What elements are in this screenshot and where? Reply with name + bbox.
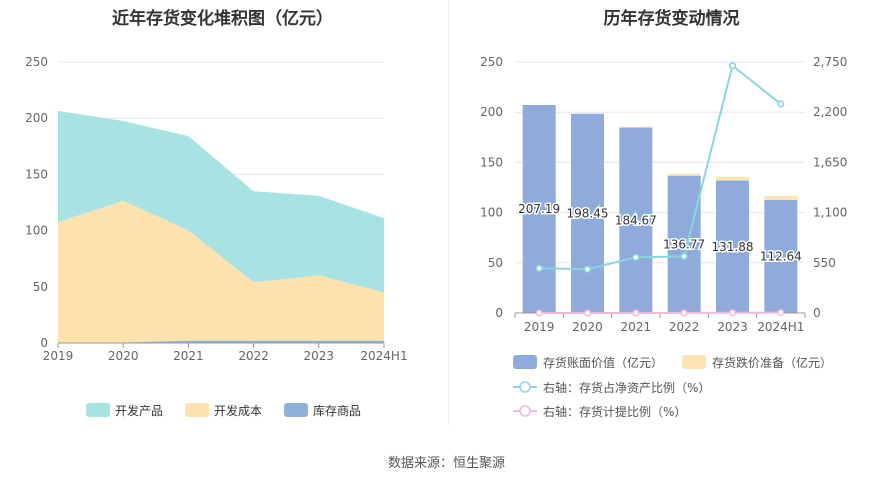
y2-tick-label: 2,200 — [813, 105, 847, 119]
legend-label: 右轴：存货计提比例（%） — [543, 404, 686, 419]
inventory-bar-line-chart: 0 50 100 150 200 250 0 550 1,100 1,650 2,200 2,750 2… — [480, 55, 847, 419]
data-source: 数据来源：恒生聚源 — [387, 456, 505, 471]
bar-book-value — [522, 104, 556, 314]
bar-impairment — [716, 176, 749, 181]
y-tick-label: 250 — [25, 55, 48, 69]
y2-tick-label: 550 — [813, 256, 836, 270]
provision-ratio-point — [535, 309, 543, 317]
x-tick-label: 2024H1 — [360, 349, 407, 363]
bar-data-label: 131.88 — [712, 240, 754, 254]
x-tick-label: 2021 — [173, 349, 204, 363]
y-tick-label: 150 — [480, 155, 503, 169]
bar-data-label: 136.77 — [663, 237, 705, 251]
bar-impairment — [764, 195, 798, 200]
provision-ratio-point — [728, 309, 737, 317]
y-tick-label: 100 — [25, 224, 48, 238]
y2-tick-label: 1,650 — [813, 155, 847, 169]
x-tick-label: 2019 — [43, 349, 74, 363]
legend-swatch — [682, 355, 706, 369]
x-tick-label: 2021 — [621, 320, 652, 334]
bar-book-value — [667, 175, 701, 313]
bar-data-label: 112.64 — [760, 249, 802, 263]
net-asset-ratio-line — [539, 63, 782, 271]
y-tick-label: 0 — [40, 336, 48, 350]
y2-tick-label: 2,750 — [813, 55, 847, 69]
panel-divider — [448, 0, 449, 425]
x-tick-label: 2023 — [717, 320, 748, 334]
y-tick-label: 200 — [25, 111, 48, 125]
bar-impairment — [619, 126, 653, 128]
y-tick-label: 200 — [480, 105, 503, 119]
x-tick-label: 2023 — [304, 349, 335, 363]
net-asset-ratio-point — [632, 253, 640, 261]
y2-tick-label: 0 — [813, 306, 821, 320]
bar-book-value — [716, 180, 749, 313]
y-tick-label: 50 — [33, 280, 48, 294]
left-chart-title: 近年存货变化堆积图（亿元） — [112, 9, 333, 29]
x-tick-label: 2020 — [108, 349, 139, 363]
net-asset-ratio-point — [535, 264, 543, 272]
bar-impairment — [667, 173, 701, 176]
y2-tick-label: 1,100 — [813, 206, 847, 220]
net-asset-ratio-point — [728, 62, 737, 70]
provision-ratio-point — [777, 309, 785, 317]
area-开发产品 — [58, 110, 384, 293]
stacked-area-chart: 0 50 100 150 200 250 2019 2020 2021 2022 2023 2024H… — [25, 55, 408, 418]
x-tick-label: 2022 — [669, 320, 700, 334]
bar-book-value — [619, 127, 653, 314]
x-tick-label: 2024H1 — [757, 320, 804, 334]
legend-swatch — [513, 355, 537, 369]
legend-label: 右轴：存货占净资产比例（%） — [543, 380, 710, 395]
legend-label: 存货跌价准备（亿元） — [712, 355, 832, 370]
provision-ratio-point — [680, 309, 688, 317]
provision-ratio-point — [583, 309, 592, 317]
y-tick-label: 100 — [480, 206, 503, 220]
legend-swatch — [86, 403, 110, 417]
bar-data-label: 198.45 — [567, 206, 609, 220]
legend-swatch — [185, 403, 209, 417]
x-tick-label: 2020 — [572, 320, 603, 334]
y-tick-label: 50 — [488, 256, 503, 270]
legend-label: 开发成本 — [214, 403, 262, 418]
net-asset-ratio-point — [777, 100, 785, 108]
legend-swatch — [284, 403, 308, 417]
area-开发成本 — [58, 200, 384, 343]
right-chart-title: 历年存货变动情况 — [603, 9, 740, 29]
legend-label: 库存商品 — [313, 403, 361, 418]
legend-label: 开发产品 — [115, 403, 163, 418]
provision-ratio-point — [632, 309, 640, 317]
x-tick-label: 2022 — [238, 349, 269, 363]
x-tick-label: 2019 — [524, 320, 555, 334]
area-库存商品 — [58, 340, 384, 343]
legend-label: 存货账面价值（亿元） — [543, 355, 663, 370]
bar-book-value — [571, 113, 604, 314]
bar-data-label: 207.19 — [518, 202, 560, 216]
y-tick-label: 250 — [480, 55, 503, 69]
y-tick-label: 0 — [495, 306, 503, 320]
net-asset-ratio-point — [680, 252, 688, 261]
net-asset-ratio-point — [583, 265, 592, 273]
y-tick-label: 150 — [25, 167, 48, 181]
bar-data-label: 184.67 — [615, 213, 657, 227]
bar-book-value — [764, 199, 798, 313]
legend-marker — [519, 381, 531, 393]
legend-marker — [519, 405, 531, 417]
